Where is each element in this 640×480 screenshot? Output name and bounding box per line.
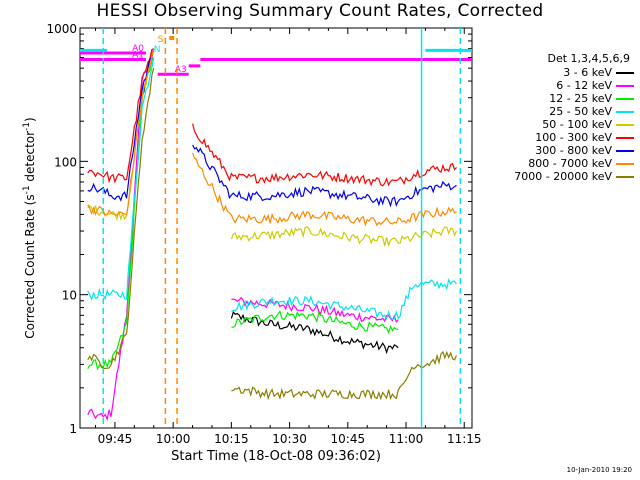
y-axis-label: Corrected Count Rate (s-1 detector-1) [22,117,37,338]
series-line-7 [87,48,155,217]
legend-entry-label: 50 - 100 keV [542,118,612,131]
series-line-7 [192,152,457,227]
legend-entry-label: 3 - 6 keV [563,66,612,79]
legend-entry: 25 - 50 keV [488,105,634,118]
y-axis-label-superscript: -1 [22,122,32,131]
legend-entry: 100 - 300 keV [488,131,634,144]
legend-entry: 7000 - 20000 keV [488,170,634,183]
legend-entry: 6 - 12 keV [488,79,634,92]
flag-marker [169,36,175,40]
legend-swatch [616,175,634,178]
x-tick-label: 10:15 [214,432,249,446]
legend-swatch [616,123,634,126]
legend-entry-label: 7000 - 20000 keV [514,170,612,183]
series-line-8 [87,67,155,370]
series-line-0 [230,311,399,355]
legend-entry-label: 300 - 800 keV [535,144,612,157]
x-tick-label: 10:00 [156,432,191,446]
attenuator-label: A3 [175,65,187,75]
legend-swatch [616,149,634,152]
series-line-2 [231,310,399,335]
legend-swatch [616,110,634,113]
legend-entry: 50 - 100 keV [488,118,634,131]
legend-entry-label: 6 - 12 keV [556,79,612,92]
x-axis-label: Start Time (18-Oct-08 09:36:02) [171,449,381,464]
x-tick-label: 10:30 [272,432,307,446]
y-tick-label: 100 [54,155,77,169]
legend-entry: 800 - 7000 keV [488,157,634,170]
legend-entry: 3 - 6 keV [488,66,634,79]
y-axis-label-part: ) [23,117,37,122]
legend-entry-label: 25 - 50 keV [549,105,612,118]
y-tick-label: 1 [69,422,77,436]
series-line-3 [231,277,457,321]
series-line-3 [87,57,155,301]
legend-entry-label: 12 - 25 keV [549,92,612,105]
timestamp-label: 10-Jan-2010 19:20 [566,466,632,474]
x-tick-label: 09:45 [98,432,133,446]
legend: Det 1,3,4,5,6,9 3 - 6 keV 6 - 12 keV 12 - … [488,52,634,183]
series-line-5 [87,48,154,184]
series-line-4 [230,225,458,248]
y-tick-label: 1000 [46,22,77,36]
plot-frame [79,27,473,429]
legend-swatch [616,97,634,100]
legend-swatch [616,71,634,74]
y-axis-label-part: detector [23,131,37,186]
x-tick-label: 10:45 [331,432,366,446]
chart-title: HESSI Observing Summary Count Rates, Cor… [96,1,544,21]
legend-title: Det 1,3,4,5,6,9 [547,52,630,65]
y-axis-label-part: Corrected Count Rate (s [23,194,37,338]
flag-label-s: S [158,35,164,45]
legend-entry-label: 100 - 300 keV [535,131,612,144]
x-tick-label: 11:00 [389,432,424,446]
attenuator-label: A0 [132,44,144,54]
attenuator-label: A1 [132,51,144,61]
legend-swatch [616,136,634,139]
series-line-6 [192,144,457,208]
legend-entry: 12 - 25 keV [488,92,634,105]
y-axis-label-superscript: -1 [22,185,32,194]
legend-entry: 300 - 800 keV [488,144,634,157]
legend-swatch [616,84,634,87]
series-line-8 [231,350,458,401]
legend-entries: 3 - 6 keV 6 - 12 keV 12 - 25 keV 25 - 50 ke… [488,66,634,183]
legend-entry-label: 800 - 7000 keV [528,157,612,170]
series-line-1 [87,48,155,421]
y-tick-label: 10 [62,289,77,303]
series-line-6 [87,48,155,202]
x-tick-label: 11:15 [447,432,482,446]
series-line-5 [192,123,457,187]
flag-label-n: N [154,45,161,55]
legend-swatch [616,162,634,165]
